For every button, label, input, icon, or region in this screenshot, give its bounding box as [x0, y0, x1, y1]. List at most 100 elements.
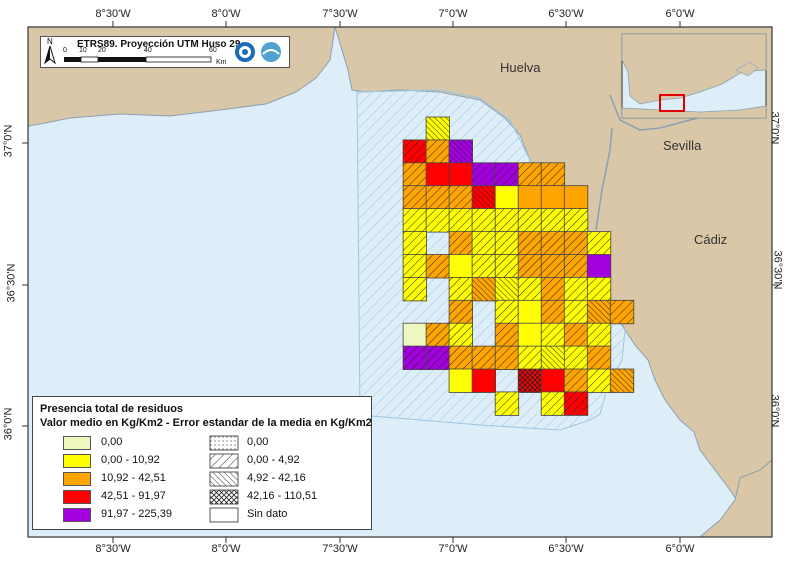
grid-cell-hatch — [403, 277, 427, 301]
lon-tick-top-6: 6°0'W — [665, 8, 695, 20]
grid-cell-hatch — [587, 277, 611, 301]
grid-cell — [540, 185, 566, 210]
grid-cell-hatch — [564, 231, 588, 256]
grid-cell — [517, 299, 543, 325]
place-sevilla: Sevilla — [663, 138, 702, 153]
lon-tick-bottom-2: 8°0'W — [211, 543, 241, 555]
grid-cell-hatch — [541, 231, 565, 256]
grid-cell-hatch — [518, 208, 542, 233]
grid-cell — [425, 162, 451, 187]
legend-title-1: Presencia total de residuos — [40, 403, 184, 415]
grid-cell-hatch — [587, 369, 611, 393]
grid-cell-hatch — [518, 369, 542, 393]
grid-cell-hatch — [449, 185, 473, 210]
grid-cell — [402, 322, 428, 348]
grid-cell-hatch — [564, 346, 588, 370]
grid-cell-hatch — [564, 300, 588, 324]
legend-label-class1: 0,00 - 10,92 — [101, 454, 160, 466]
lon-tick-bottom-6: 6°0'W — [665, 543, 695, 555]
grid-cell-hatch — [541, 391, 565, 416]
grid-cell-hatch — [449, 300, 473, 324]
grid-cell-hatch — [564, 254, 588, 278]
grid-cell-hatch — [472, 254, 496, 278]
scale-tick-10: 10 — [79, 47, 87, 54]
grid-cell-hatch — [587, 300, 611, 324]
grid-cell-hatch — [403, 254, 427, 278]
grid-cell-hatch — [518, 231, 542, 256]
grid-cell-hatch — [449, 139, 473, 164]
legend-label-class3: 42,51 - 91,97 — [101, 490, 166, 502]
legend-swatch-class2 — [63, 472, 91, 486]
grid-cell-hatch — [426, 323, 450, 347]
grid-cell-hatch — [472, 185, 496, 210]
grid-cell-hatch — [403, 185, 427, 210]
legend-swatch-class3 — [63, 490, 91, 504]
grid-cell-hatch — [541, 277, 565, 301]
grid-cell-hatch — [564, 369, 588, 393]
grid-cell-hatch — [518, 346, 542, 370]
grid-cell-hatch — [426, 346, 450, 370]
grid-cell-hatch — [495, 208, 519, 233]
lon-tick-top-2: 8°0'W — [211, 8, 241, 20]
legend-label-se0: 0,00 — [247, 436, 269, 448]
lon-tick-top-3: 7°30'W — [322, 8, 358, 20]
grid-cell-hatch — [495, 346, 519, 370]
grid-cell-hatch — [587, 231, 611, 256]
grid-cell-hatch — [472, 346, 496, 370]
lat-tick-left-3: 36°0'N — [2, 407, 15, 441]
lon-tick-top-5: 6°30'W — [548, 8, 584, 20]
grid-cell-hatch — [564, 277, 588, 301]
grid-cell — [517, 322, 543, 348]
river-estuary — [595, 127, 613, 231]
grid-cell-hatch — [426, 117, 450, 141]
legend-label-se3: 42,16 - 110,51 — [247, 490, 318, 502]
legend-se-swatches — [209, 435, 239, 523]
grid-cell-hatch — [403, 231, 427, 256]
legend-label-se4: Sin dato — [247, 508, 288, 520]
grid-cell-hatch — [495, 277, 519, 301]
grid-cell-hatch — [495, 231, 519, 256]
lon-tick-bottom-1: 8°30'W — [95, 543, 131, 555]
lon-tick-top-1: 8°30'W — [95, 8, 131, 20]
grid-cell-hatch — [472, 231, 496, 256]
grid-cell-hatch — [449, 231, 473, 256]
place-huelva: Huelva — [500, 60, 541, 75]
grid-cell-hatch — [495, 323, 519, 347]
legend-label-class0: 0,00 — [101, 436, 123, 448]
scale-box: N ETRS89. Proyección UTM Huso 29 0 10 20… — [40, 36, 290, 68]
grid-cell-hatch — [541, 346, 565, 370]
inset-highlight — [659, 94, 685, 112]
grid-cell-hatch — [403, 208, 427, 233]
grid-cell-hatch — [610, 369, 634, 393]
grid-cell-hatch — [518, 254, 542, 278]
projection-label: ETRS89. Proyección UTM Huso 29 — [77, 39, 241, 50]
grid-cell-hatch — [541, 254, 565, 278]
grid-cell-hatch — [472, 277, 496, 301]
grid-cell-hatch — [403, 346, 427, 370]
grid-cell-hatch — [495, 162, 519, 187]
grid-cell-hatch — [518, 277, 542, 301]
grid-cell-hatch — [587, 346, 611, 370]
grid-cell-hatch — [449, 323, 473, 347]
grid-cell-hatch — [495, 254, 519, 278]
grid-cell — [471, 368, 497, 393]
scale-unit: Km — [216, 59, 227, 66]
lat-tick-right-1: 37°0'N — [768, 111, 781, 145]
grid-cell-hatch — [426, 208, 450, 233]
grid-cell-hatch — [541, 300, 565, 324]
logo-icon — [235, 42, 255, 62]
grid-cell-hatch — [587, 323, 611, 347]
grid-cell-hatch — [449, 346, 473, 370]
grid-cell-hatch — [495, 300, 519, 324]
north-label: N — [47, 37, 53, 46]
grid-cell-hatch — [426, 139, 450, 164]
grid-cell — [586, 254, 612, 279]
lat-tick-right-3: 36°0'N — [768, 394, 781, 428]
grid-cell-hatch — [449, 277, 473, 301]
grid-cell-hatch — [426, 185, 450, 210]
legend-label-se2: 4,92 - 42,16 — [247, 472, 306, 484]
grid-cells — [402, 116, 635, 416]
grid-cell-hatch — [403, 139, 427, 164]
grid-cell-hatch — [541, 323, 565, 347]
